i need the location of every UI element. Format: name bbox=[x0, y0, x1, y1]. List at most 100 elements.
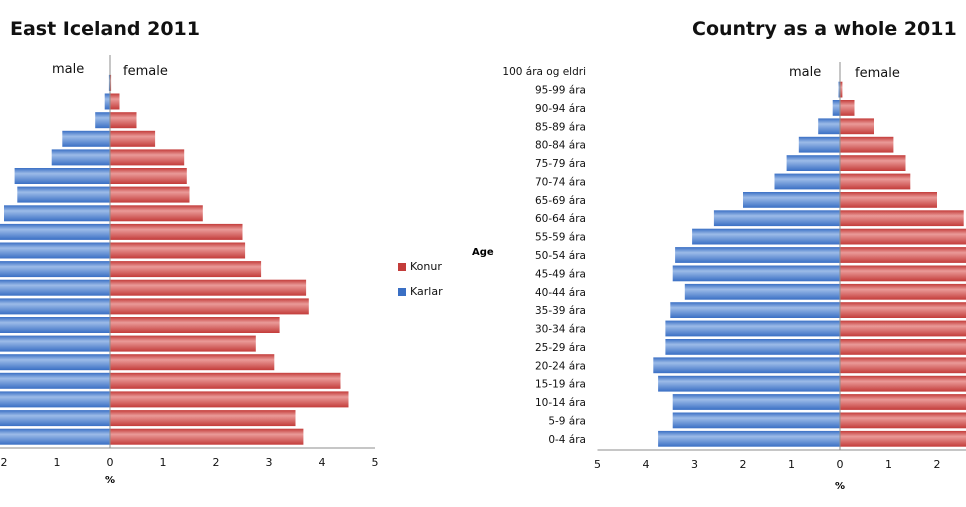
bar-karlar-c0-0 bbox=[0, 428, 110, 445]
x-tick-label-c0-1: 1 bbox=[54, 456, 61, 469]
bar-karlar-c0-14 bbox=[14, 168, 111, 184]
bar-karlar-c1-1 bbox=[672, 412, 840, 429]
bar-konur-c1-15 bbox=[840, 155, 906, 171]
bar-karlar-c1-9 bbox=[672, 265, 840, 282]
bar-konur-c0-14 bbox=[110, 168, 187, 184]
bar-karlar-c0-6 bbox=[0, 317, 111, 333]
bar-karlar-c1-5 bbox=[665, 339, 840, 355]
bar-konur-c1-11 bbox=[840, 228, 966, 245]
age-category-label-6: 30-34 ára bbox=[535, 324, 586, 336]
bar-karlar-c0-3 bbox=[0, 372, 111, 389]
bar-konur-c1-5 bbox=[840, 339, 966, 355]
age-category-label-11: 55-59 ára bbox=[535, 232, 586, 244]
age-axis-title: Age bbox=[472, 247, 494, 258]
bar-karlar-c0-5 bbox=[0, 335, 110, 352]
bar-konur-c1-10 bbox=[840, 247, 966, 263]
female-label-right: female bbox=[855, 66, 900, 81]
bar-konur-c0-18 bbox=[110, 93, 120, 110]
age-category-label-10: 50-54 ára bbox=[535, 250, 586, 262]
x-tick-label-c1-6: 1 bbox=[885, 458, 892, 471]
bar-karlar-c0-4 bbox=[0, 354, 110, 371]
bar-karlar-c1-15 bbox=[786, 155, 840, 171]
age-category-label-19: 95-99 ára bbox=[535, 85, 586, 97]
bar-konur-c0-13 bbox=[110, 186, 190, 203]
x-tick-label-c0-2: 0 bbox=[107, 456, 114, 469]
legend-label-konur: Konur bbox=[410, 260, 442, 273]
age-category-label-5: 25-29 ára bbox=[535, 342, 586, 354]
bar-karlar-c0-19 bbox=[108, 74, 110, 91]
bar-karlar-c1-2 bbox=[672, 394, 840, 410]
male-label-right: male bbox=[789, 65, 822, 80]
bar-konur-c1-1 bbox=[840, 412, 966, 429]
bar-konur-c1-12 bbox=[840, 210, 964, 227]
bar-konur-c1-19 bbox=[840, 81, 843, 98]
bar-karlar-c0-11 bbox=[0, 223, 110, 240]
x-tick-label-c0-4: 2 bbox=[213, 456, 220, 469]
bar-konur-c0-2 bbox=[110, 391, 349, 408]
legend-swatch-karlar bbox=[398, 287, 406, 296]
bar-karlar-c0-2 bbox=[0, 391, 110, 408]
bar-konur-c0-15 bbox=[110, 149, 185, 166]
bar-konur-c0-1 bbox=[110, 410, 296, 427]
bar-karlar-c0-10 bbox=[0, 242, 110, 259]
x-tick-label-c0-7: 5 bbox=[372, 456, 379, 469]
x-tick-label-c1-5: 0 bbox=[837, 458, 844, 471]
age-category-label-9: 45-49 ára bbox=[535, 268, 586, 280]
bar-karlar-c0-16 bbox=[62, 130, 110, 147]
x-tick-label-c0-3: 1 bbox=[160, 456, 167, 469]
bar-konur-c0-3 bbox=[110, 372, 341, 389]
age-category-label-8: 40-44 ára bbox=[535, 287, 586, 299]
bar-karlar-c1-6 bbox=[665, 320, 840, 337]
bar-karlar-c1-10 bbox=[675, 247, 840, 263]
legend-item-konur: Konur bbox=[398, 260, 442, 273]
x-tick-label-c0-5: 3 bbox=[266, 456, 273, 469]
bar-konur-c0-11 bbox=[110, 223, 243, 240]
bar-konur-c0-0 bbox=[110, 428, 304, 445]
male-label-left: male bbox=[52, 62, 85, 77]
age-category-label-3: 15-19 ára bbox=[535, 379, 586, 391]
bar-karlar-c1-17 bbox=[818, 118, 840, 135]
age-category-label-0: 0-4 ára bbox=[548, 434, 586, 446]
age-category-label-18: 90-94 ára bbox=[535, 103, 586, 115]
bar-konur-c1-13 bbox=[840, 192, 937, 208]
age-category-label-13: 65-69 ára bbox=[535, 195, 586, 207]
x-tick-label-c0-6: 4 bbox=[319, 456, 326, 469]
bar-konur-c1-17 bbox=[840, 118, 874, 135]
bar-konur-c0-16 bbox=[110, 130, 156, 147]
x-tick-label-c1-1: 4 bbox=[643, 458, 650, 471]
bar-karlar-c1-0 bbox=[658, 430, 840, 447]
bar-konur-c1-0 bbox=[840, 430, 966, 447]
age-category-label-14: 70-74 ára bbox=[535, 177, 586, 189]
x-axis-title-right: % bbox=[835, 481, 846, 492]
bar-konur-c0-6 bbox=[110, 317, 280, 333]
x-tick-label-c1-2: 3 bbox=[691, 458, 698, 471]
x-tick-label-c1-3: 2 bbox=[740, 458, 747, 471]
bar-karlar-c0-18 bbox=[104, 93, 110, 110]
bar-karlar-c1-13 bbox=[743, 192, 840, 208]
bar-konur-c1-3 bbox=[840, 375, 966, 392]
bar-karlar-c1-19 bbox=[838, 81, 840, 98]
x-tick-label-c1-0: 5 bbox=[594, 458, 601, 471]
bar-karlar-c1-16 bbox=[798, 136, 840, 153]
bar-karlar-c1-4 bbox=[653, 357, 840, 374]
bar-karlar-c0-7 bbox=[0, 298, 111, 315]
x-tick-label-c0-0: 2 bbox=[1, 456, 8, 469]
bar-karlar-c0-9 bbox=[0, 261, 110, 278]
bar-konur-c0-4 bbox=[110, 354, 275, 371]
age-category-label-20: 100 ára og eldri bbox=[502, 66, 586, 78]
legend-label-karlar: Karlar bbox=[410, 285, 443, 298]
bar-konur-c1-16 bbox=[840, 136, 894, 153]
age-category-label-12: 60-64 ára bbox=[535, 213, 586, 225]
chart-title-country: Country as a whole 2011 bbox=[692, 18, 957, 40]
bar-konur-c1-9 bbox=[840, 265, 966, 282]
bar-karlar-c1-11 bbox=[692, 228, 840, 245]
female-label-left: female bbox=[123, 64, 168, 79]
bar-karlar-c0-12 bbox=[4, 205, 110, 222]
bar-karlar-c1-18 bbox=[832, 100, 840, 116]
bar-konur-c0-9 bbox=[110, 261, 262, 278]
bar-konur-c0-7 bbox=[110, 298, 309, 315]
bar-konur-c1-18 bbox=[840, 100, 855, 116]
x-axis-title-left: % bbox=[105, 475, 116, 486]
bar-karlar-c0-17 bbox=[95, 112, 110, 129]
bar-konur-c1-7 bbox=[840, 302, 966, 318]
